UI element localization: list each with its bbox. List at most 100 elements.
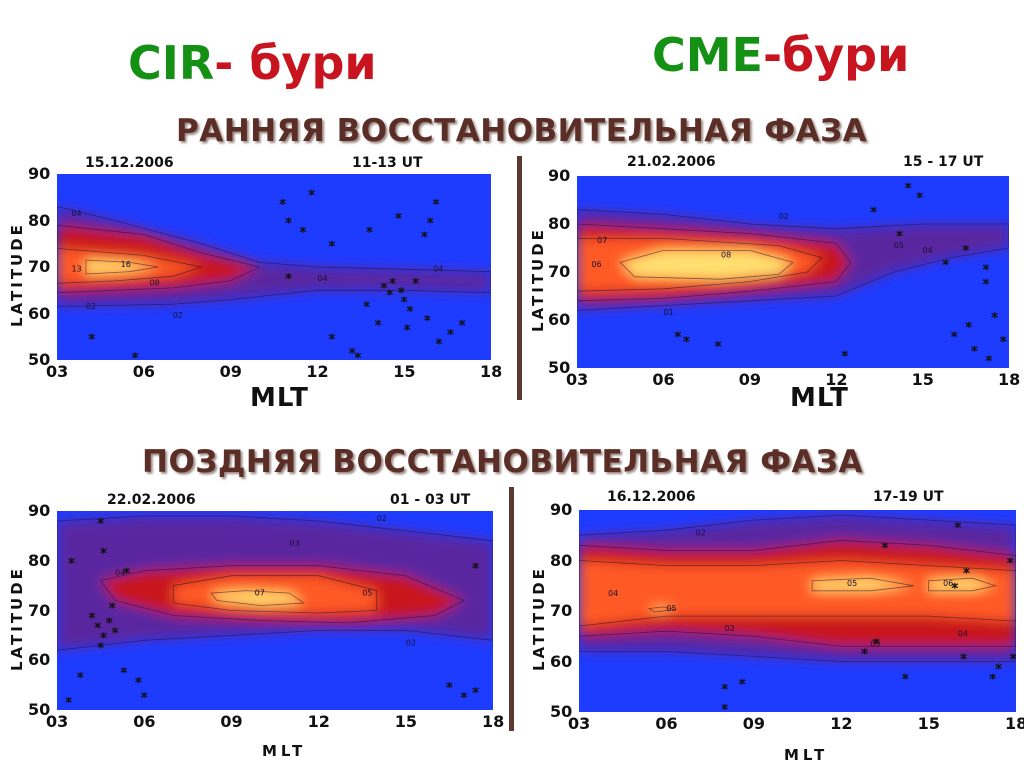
station-marker bbox=[950, 331, 958, 338]
station-marker bbox=[131, 352, 139, 359]
contour-label: 07 bbox=[255, 589, 265, 598]
contour-line bbox=[579, 560, 1016, 627]
contour-label: 04 bbox=[958, 629, 968, 638]
cme-acronym: CME bbox=[652, 28, 763, 82]
cme-suffix: -бури bbox=[762, 28, 910, 82]
station-marker bbox=[308, 189, 315, 196]
station-marker bbox=[111, 627, 119, 634]
x-tick-label: 12 bbox=[830, 714, 853, 733]
station-marker bbox=[960, 653, 967, 660]
contour-line bbox=[57, 224, 261, 294]
contour-label: 02 bbox=[696, 528, 706, 537]
heatmap-plot: 05 06 04 05 02 03 04 02 bbox=[579, 510, 1016, 712]
contour-label: 02 bbox=[779, 212, 789, 221]
station-marker bbox=[995, 663, 1002, 670]
station-marker bbox=[989, 673, 997, 680]
top-separator bbox=[517, 156, 522, 400]
contour-label: 02 bbox=[377, 514, 387, 523]
intensity-band-peak bbox=[211, 590, 305, 606]
contour-line bbox=[579, 514, 1016, 662]
contour-line bbox=[579, 539, 1016, 647]
contour-label: 05 bbox=[847, 579, 857, 588]
contour-label: 06 bbox=[943, 579, 953, 588]
station-marker bbox=[896, 230, 903, 237]
y-axis-label: LATITUDE bbox=[529, 227, 547, 332]
station-marker bbox=[872, 638, 880, 645]
y-tick-label: 80 bbox=[550, 550, 573, 570]
y-tick-label: 60 bbox=[28, 650, 51, 670]
panel-ut-range: 11-13 UT bbox=[352, 155, 423, 171]
station-marker bbox=[426, 217, 434, 224]
x-tick-label: 15 bbox=[917, 714, 940, 733]
station-marker bbox=[328, 240, 336, 247]
x-tick-label: 03 bbox=[568, 714, 591, 733]
contour-label: 13 bbox=[71, 265, 81, 274]
station-marker bbox=[76, 672, 84, 679]
x-tick-label: 06 bbox=[133, 712, 156, 731]
station-marker bbox=[403, 324, 411, 331]
contour-label: 02 bbox=[173, 311, 183, 320]
y-tick-label: 50 bbox=[550, 702, 573, 721]
station-marker bbox=[901, 673, 909, 680]
contour-line bbox=[577, 209, 1009, 311]
station-marker bbox=[386, 289, 394, 296]
contour-label: 04 bbox=[115, 569, 125, 578]
station-marker bbox=[991, 312, 998, 319]
y-axis-label: LATITUDE bbox=[8, 222, 26, 327]
station-marker bbox=[100, 632, 107, 639]
station-marker bbox=[406, 305, 414, 312]
station-marker bbox=[380, 282, 388, 289]
panel-date: 16.12.2006 bbox=[607, 489, 696, 505]
y-tick-label: 60 bbox=[550, 651, 573, 671]
station-marker bbox=[999, 336, 1007, 343]
heatmap-plot: 07 05 04 02 02 03 bbox=[57, 511, 493, 710]
intensity-band-peak bbox=[85, 260, 159, 274]
station-marker bbox=[395, 212, 402, 219]
x-tick-label: 09 bbox=[219, 362, 242, 381]
y-tick-label: 50 bbox=[548, 358, 571, 377]
x-axis-label: MLT bbox=[784, 746, 829, 764]
x-axis-label: MLT bbox=[790, 383, 849, 413]
contour-label: 16 bbox=[121, 260, 131, 269]
station-marker bbox=[963, 567, 970, 574]
x-tick-label: 18 bbox=[482, 712, 505, 731]
y-tick-label: 80 bbox=[548, 214, 571, 233]
station-marker bbox=[1006, 557, 1014, 564]
y-tick-label: 60 bbox=[548, 310, 571, 329]
station-marker bbox=[985, 355, 993, 362]
x-tick-label: 18 bbox=[998, 370, 1021, 389]
station-marker bbox=[954, 522, 962, 529]
station-marker bbox=[100, 547, 107, 554]
early-phase-title: РАННЯЯ ВОССТАНОВИТЕЛЬНАЯ ФАЗА bbox=[176, 113, 868, 149]
panel-date: 15.12.2006 bbox=[85, 155, 174, 171]
y-tick-label: 70 bbox=[28, 600, 51, 620]
contour-line bbox=[172, 575, 378, 614]
x-tick-label: 18 bbox=[480, 362, 503, 381]
contour-label: 04 bbox=[71, 209, 81, 218]
station-marker bbox=[965, 321, 973, 328]
contour-line bbox=[99, 565, 465, 624]
cir-storms-heading: CIR- бури bbox=[128, 36, 377, 90]
contour-label: 03 bbox=[290, 539, 300, 548]
station-marker bbox=[65, 697, 72, 704]
contour-label: 05 bbox=[894, 241, 904, 250]
station-marker bbox=[460, 692, 468, 699]
station-marker bbox=[982, 264, 990, 271]
x-tick-label: 09 bbox=[220, 712, 243, 731]
x-axis-label: MLT bbox=[262, 742, 307, 760]
station-marker bbox=[374, 319, 382, 326]
station-marker bbox=[447, 329, 454, 336]
contour-line bbox=[57, 206, 491, 307]
station-marker bbox=[412, 277, 420, 284]
station-marker bbox=[285, 217, 292, 224]
cme-storms-heading: CME-бури bbox=[652, 28, 909, 82]
station-marker bbox=[105, 617, 113, 624]
y-tick-label: 50 bbox=[28, 350, 51, 369]
contour-label: 04 bbox=[433, 265, 443, 274]
intensity-band-peak bbox=[620, 250, 793, 280]
station-marker bbox=[88, 333, 96, 340]
station-marker bbox=[1009, 653, 1016, 660]
contour-line bbox=[928, 577, 998, 592]
station-marker bbox=[674, 331, 682, 338]
y-axis-label: LATITUDE bbox=[8, 565, 26, 671]
